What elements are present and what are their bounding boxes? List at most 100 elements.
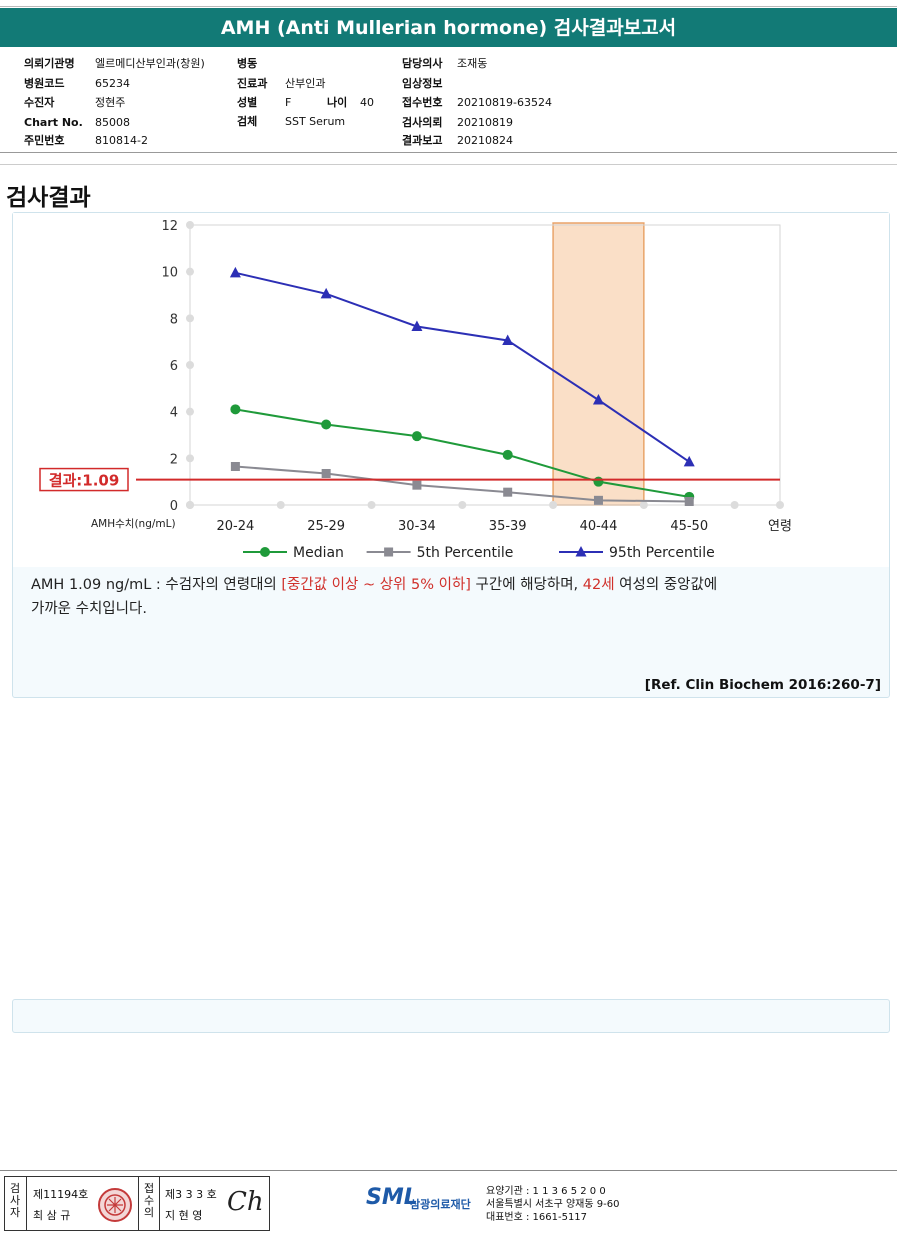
examiner-name: 최 삼 규 bbox=[33, 1209, 71, 1222]
series-point-0 bbox=[411, 431, 422, 442]
series-point-0 bbox=[593, 476, 604, 487]
y-axis-label: AMH수치(ng/mL) bbox=[91, 518, 176, 530]
notes-panel bbox=[12, 999, 890, 1033]
comment-text-4: 가까운 수치입니다. bbox=[31, 601, 147, 617]
address-line: 대표번호 : 1661-5117 bbox=[486, 1212, 588, 1223]
info-col2-1-label: 진료과 bbox=[237, 77, 268, 90]
y-tick-dot bbox=[186, 221, 194, 229]
chart-area: 0 2 4 6 8 10 12 20-24 25-29 30-34 35-39 40-44 45-50 연… bbox=[13, 213, 889, 567]
series-point-2 bbox=[229, 266, 241, 278]
series-point-1 bbox=[230, 462, 240, 471]
header-divider-2 bbox=[0, 164, 897, 165]
info-age-value: 40 bbox=[360, 96, 374, 109]
y-tick-dot bbox=[186, 407, 194, 416]
result-panel: 0 2 4 6 8 10 12 20-24 25-29 30-34 35-39 40-44 45-50 연… bbox=[12, 212, 890, 698]
y-tick-label: 4 bbox=[170, 406, 178, 421]
info-col3-0-value: 조재동 bbox=[457, 57, 488, 70]
header-divider bbox=[0, 152, 897, 153]
x-tick-label: 35-39 bbox=[489, 519, 527, 534]
series-point-1 bbox=[412, 480, 422, 490]
org-address: 요양기관 : 1 1 3 6 5 2 0 0 서울특별시 서초구 양재동 9-6… bbox=[486, 1185, 619, 1224]
info-col3-3-value: 20210819 bbox=[457, 116, 513, 129]
y-tick-dot bbox=[186, 361, 194, 369]
examiner-no: 제11194호 bbox=[33, 1188, 89, 1201]
info-col3-2-value: 20210819-63524 bbox=[457, 96, 552, 109]
info-col1-2-value: 정현주 bbox=[95, 96, 126, 109]
x-axis-dot bbox=[276, 501, 285, 509]
x-axis-dot bbox=[367, 501, 376, 509]
series-line-1 bbox=[235, 465, 690, 503]
x-axis-dot bbox=[549, 501, 558, 509]
info-col1-3-label: Chart No. bbox=[24, 116, 83, 129]
report-title: AMH (Anti Mullerian hormone) 검사결과보고서 bbox=[0, 8, 897, 47]
series-line-0 bbox=[235, 408, 690, 498]
y-tick-label: 8 bbox=[170, 312, 178, 327]
info-age-label: 나이 bbox=[327, 96, 348, 109]
address-line: 요양기관 : 1 1 3 6 5 2 0 0 bbox=[486, 1186, 606, 1197]
y-tick-label: 6 bbox=[170, 359, 178, 374]
sig-divider bbox=[138, 1177, 139, 1230]
info-col1-2-label: 수진자 bbox=[24, 96, 55, 109]
reference: [Ref. Clin Biochem 2016:260-7] bbox=[644, 677, 881, 693]
info-col2-3-value: SST Serum bbox=[285, 115, 346, 128]
result-label: 결과:1.09 bbox=[49, 472, 120, 490]
signature: Ch bbox=[227, 1187, 264, 1217]
info-col1-1-label: 병원코드 bbox=[24, 77, 65, 90]
y-tick-label: 0 bbox=[170, 499, 178, 514]
comment-range: [중간값 이상 ~ 상위 5% 이하] bbox=[281, 577, 471, 593]
info-col3-4-value: 20210824 bbox=[457, 134, 513, 147]
series-point-2 bbox=[320, 287, 332, 299]
comment-text-1: AMH 1.09 ng/mL : 수검자의 연령대의 bbox=[31, 577, 282, 593]
sig-divider bbox=[159, 1177, 160, 1230]
info-col3-3-label: 검사의뢰 bbox=[402, 116, 443, 129]
amh-chart: 0 2 4 6 8 10 12 20-24 25-29 30-34 35-39 40-44 45-50 연… bbox=[39, 219, 792, 561]
series-point-0 bbox=[502, 449, 513, 460]
comment-text-2: 구간에 해당하며, bbox=[470, 577, 583, 593]
result-comment: AMH 1.09 ng/mL : 수검자의 연령대의 [중간값 이상 ~ 상위 … bbox=[31, 573, 881, 621]
comment-text-3: 여성의 중앙값에 bbox=[614, 577, 718, 593]
x-axis-dot bbox=[458, 501, 467, 509]
top-border bbox=[0, 6, 897, 7]
footer-divider bbox=[0, 1170, 897, 1171]
sml-logo: SML bbox=[366, 1185, 418, 1210]
legend-marker-2 bbox=[575, 546, 587, 557]
series-point-2 bbox=[502, 334, 514, 345]
sig-divider bbox=[26, 1177, 27, 1230]
legend-label-1: 5th Percentile bbox=[417, 545, 514, 561]
seal-icon bbox=[98, 1188, 132, 1222]
info-col1-1-value: 65234 bbox=[95, 77, 130, 90]
info-col2-2-value: F bbox=[285, 96, 292, 109]
legend-label-0: Median bbox=[293, 545, 344, 561]
y-tick-dot bbox=[186, 314, 194, 323]
series-point-0 bbox=[321, 419, 332, 430]
info-col1-4-value: 810814-2 bbox=[95, 134, 148, 147]
series-point-1 bbox=[593, 495, 603, 505]
info-col2-2-label: 성별 bbox=[237, 96, 258, 109]
section-title: 검사결과 bbox=[6, 185, 91, 211]
y-tick-label: 12 bbox=[161, 219, 178, 234]
info-col1-0-label: 의뢰기관명 bbox=[24, 57, 75, 70]
info-col1-3-value: 85008 bbox=[95, 116, 130, 129]
x-tick-label: 20-24 bbox=[216, 519, 254, 534]
org-name: 삼광의료재단 bbox=[410, 1198, 471, 1211]
reviewer-no: 제3 3 3 호 bbox=[165, 1188, 217, 1201]
y-tick-label: 10 bbox=[161, 266, 178, 281]
series-point-2 bbox=[592, 394, 604, 405]
series-point-1 bbox=[503, 487, 513, 497]
x-axis-dot bbox=[186, 501, 194, 509]
info-col2-1-value: 산부인과 bbox=[285, 77, 326, 90]
x-tick-label: 45-50 bbox=[670, 519, 708, 534]
series-point-1 bbox=[321, 469, 331, 478]
info-col3-0-label: 담당의사 bbox=[402, 57, 443, 70]
series-point-2 bbox=[411, 320, 423, 331]
highlight-band bbox=[552, 222, 645, 506]
series-point-1 bbox=[684, 497, 694, 506]
x-axis-suffix: 연령 bbox=[768, 519, 792, 534]
info-col1-0-value: 엘르메디산부인과(창원) bbox=[95, 57, 205, 70]
series-point-2 bbox=[683, 455, 695, 467]
legend-marker-1 bbox=[384, 547, 394, 557]
series-line-2 bbox=[235, 271, 690, 463]
